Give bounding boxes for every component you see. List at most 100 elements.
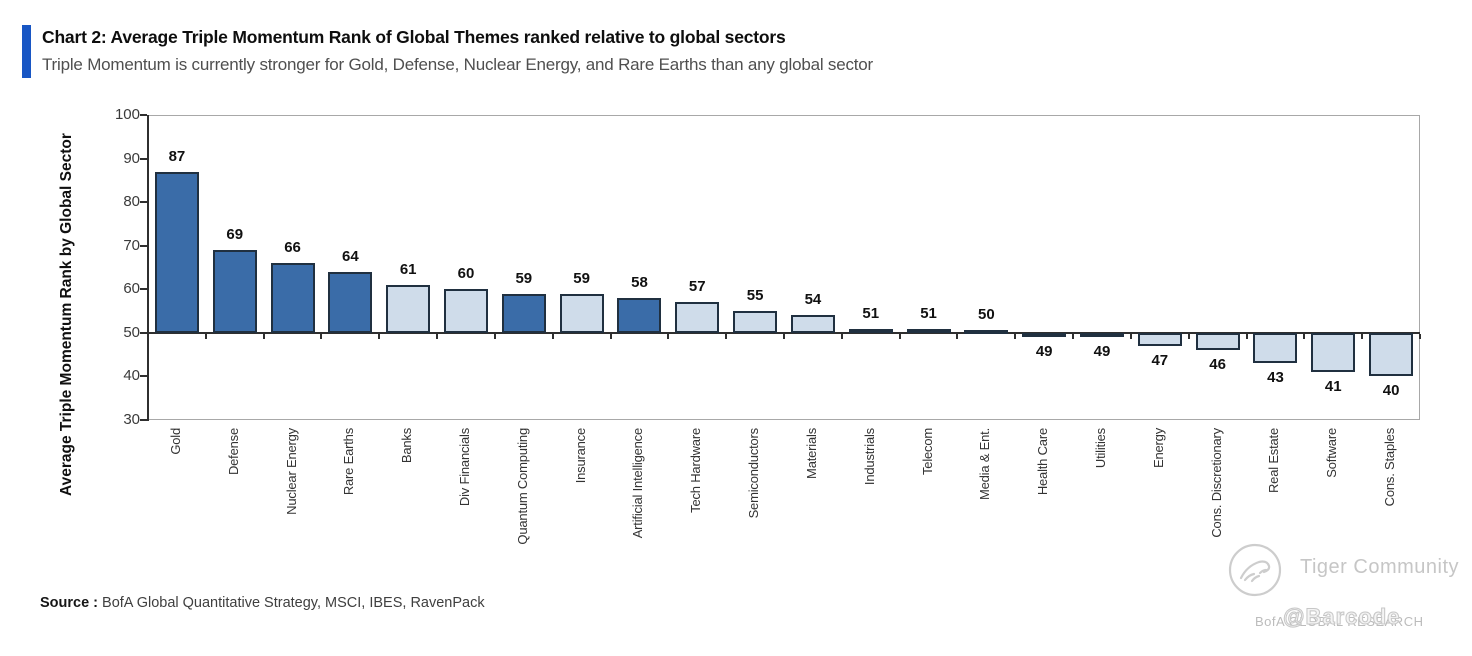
y-tick-label: 90 xyxy=(123,149,140,167)
category-tick-mark xyxy=(667,333,670,339)
bar-software xyxy=(1311,332,1356,373)
category-tick-mark xyxy=(1014,333,1017,339)
category-tick-mark xyxy=(1303,333,1306,339)
x-axis-label: Real Estate xyxy=(1266,428,1282,494)
x-axis-label: Gold xyxy=(167,428,183,455)
x-axis-label: Materials xyxy=(803,428,819,479)
bar-health-care xyxy=(1022,332,1067,338)
x-axis-label: Industrials xyxy=(861,428,877,486)
chart-title: Chart 2: Average Triple Momentum Rank of… xyxy=(42,27,786,47)
chart-subtitle: Triple Momentum is currently stronger fo… xyxy=(42,55,874,74)
bar-value-label: 66 xyxy=(284,239,301,257)
bar-value-label: 55 xyxy=(746,287,764,305)
category-tick-mark xyxy=(1245,333,1248,339)
bar-gold xyxy=(154,171,199,333)
x-axis-label: Semiconductors xyxy=(746,428,762,519)
category-tick-mark xyxy=(493,333,496,339)
category-tick-mark xyxy=(1419,333,1421,339)
y-axis-title: Average Triple Momentum Rank by Global S… xyxy=(58,133,75,497)
bar-value-label: 59 xyxy=(515,269,533,287)
x-axis-label: Media & Ent. xyxy=(977,428,993,501)
x-axis-label: Quantum Computing xyxy=(514,428,530,545)
bar-materials xyxy=(790,315,835,333)
y-tick-mark xyxy=(140,201,147,204)
bar-semiconductors xyxy=(733,311,778,333)
y-tick-mark xyxy=(140,157,147,160)
bar-nuclear-energy xyxy=(270,263,315,333)
x-axis-label: Telecom xyxy=(919,428,935,476)
bar-value-label: 57 xyxy=(688,278,706,296)
bar-cons-discretionary xyxy=(1195,332,1240,351)
x-axis-label: Tech Hardware xyxy=(688,428,704,513)
y-tick-mark xyxy=(140,114,147,116)
x-axis-label: Defense xyxy=(225,428,241,476)
x-axis-label: Energy xyxy=(1150,428,1166,468)
x-axis-label: Div Financials xyxy=(457,428,472,507)
y-tick-label: 80 xyxy=(123,193,140,211)
category-tick-mark xyxy=(436,333,439,339)
y-tick-label: 40 xyxy=(123,367,140,385)
source-label: Source : xyxy=(40,595,99,611)
category-tick-mark xyxy=(1187,333,1190,339)
y-tick-label: 60 xyxy=(123,280,140,298)
x-axis-label: Utilities xyxy=(1093,428,1108,469)
bar-energy xyxy=(1137,332,1182,346)
bar-value-label: 41 xyxy=(1324,378,1342,396)
bar-artificial-intelligence xyxy=(617,298,662,333)
x-axis-label: Health Care xyxy=(1035,428,1051,496)
y-axis-line xyxy=(147,115,149,421)
x-axis-label: Rare Earths xyxy=(341,428,357,496)
bar-value-label: 64 xyxy=(342,247,359,265)
x-axis-label: Cons. Staples xyxy=(1382,428,1398,507)
y-tick-label: 30 xyxy=(123,411,140,428)
y-tick-mark xyxy=(140,419,147,421)
bar-utilities xyxy=(1080,332,1124,338)
x-axis-label: Nuclear Energy xyxy=(283,428,299,515)
bar-value-label: 49 xyxy=(1093,343,1111,361)
bar-value-label: 46 xyxy=(1209,356,1226,374)
bar-cons-staples xyxy=(1369,332,1414,377)
baseline-50 xyxy=(148,331,1420,334)
category-tick-mark xyxy=(551,333,554,339)
barcode-watermark: @Barcode xyxy=(1282,604,1401,630)
title-accent-bar xyxy=(22,25,31,78)
category-tick-mark xyxy=(262,333,265,339)
bar-value-label: 69 xyxy=(226,226,244,244)
bar-value-label: 49 xyxy=(1035,343,1053,361)
bar-tech-hardware xyxy=(675,302,720,333)
y-tick-mark xyxy=(140,288,147,291)
source-text: BofA Global Quantitative Strategy, MSCI,… xyxy=(98,595,485,611)
x-axis-label: Cons. Discretionary xyxy=(1208,428,1224,538)
bar-value-label: 43 xyxy=(1267,369,1284,387)
category-tick-mark xyxy=(898,333,901,339)
bar-value-label: 60 xyxy=(457,265,475,283)
bar-value-label: 47 xyxy=(1151,351,1169,369)
bar-value-label: 50 xyxy=(978,305,995,323)
bar-industrials xyxy=(848,328,893,333)
bar-quantum-computing xyxy=(501,293,546,333)
bar-value-label: 87 xyxy=(168,147,186,165)
y-tick-mark xyxy=(140,375,147,378)
y-tick-mark xyxy=(140,244,147,247)
x-axis-label: Insurance xyxy=(572,428,588,484)
bar-defense xyxy=(212,250,257,333)
category-tick-mark xyxy=(1072,333,1075,339)
bar-media-ent xyxy=(964,329,1009,334)
category-tick-mark xyxy=(378,333,381,339)
y-tick-label: 50 xyxy=(123,323,140,341)
bar-rare-earths xyxy=(328,271,373,333)
tiger-community-logo-icon xyxy=(1228,543,1282,597)
category-tick-mark xyxy=(204,333,207,339)
bar-value-label: 51 xyxy=(920,304,937,322)
x-axis-label: Software xyxy=(1324,428,1340,478)
category-tick-mark xyxy=(147,333,149,339)
category-tick-mark xyxy=(1129,333,1132,339)
bar-banks xyxy=(386,284,431,333)
category-tick-mark xyxy=(725,333,728,339)
bar-value-label: 54 xyxy=(804,291,822,309)
category-tick-mark xyxy=(956,333,959,339)
x-axis-label: Banks xyxy=(399,428,415,464)
bar-value-label: 61 xyxy=(399,260,417,278)
category-tick-mark xyxy=(840,333,843,339)
source-line: Source : BofA Global Quantitative Strate… xyxy=(40,595,485,611)
